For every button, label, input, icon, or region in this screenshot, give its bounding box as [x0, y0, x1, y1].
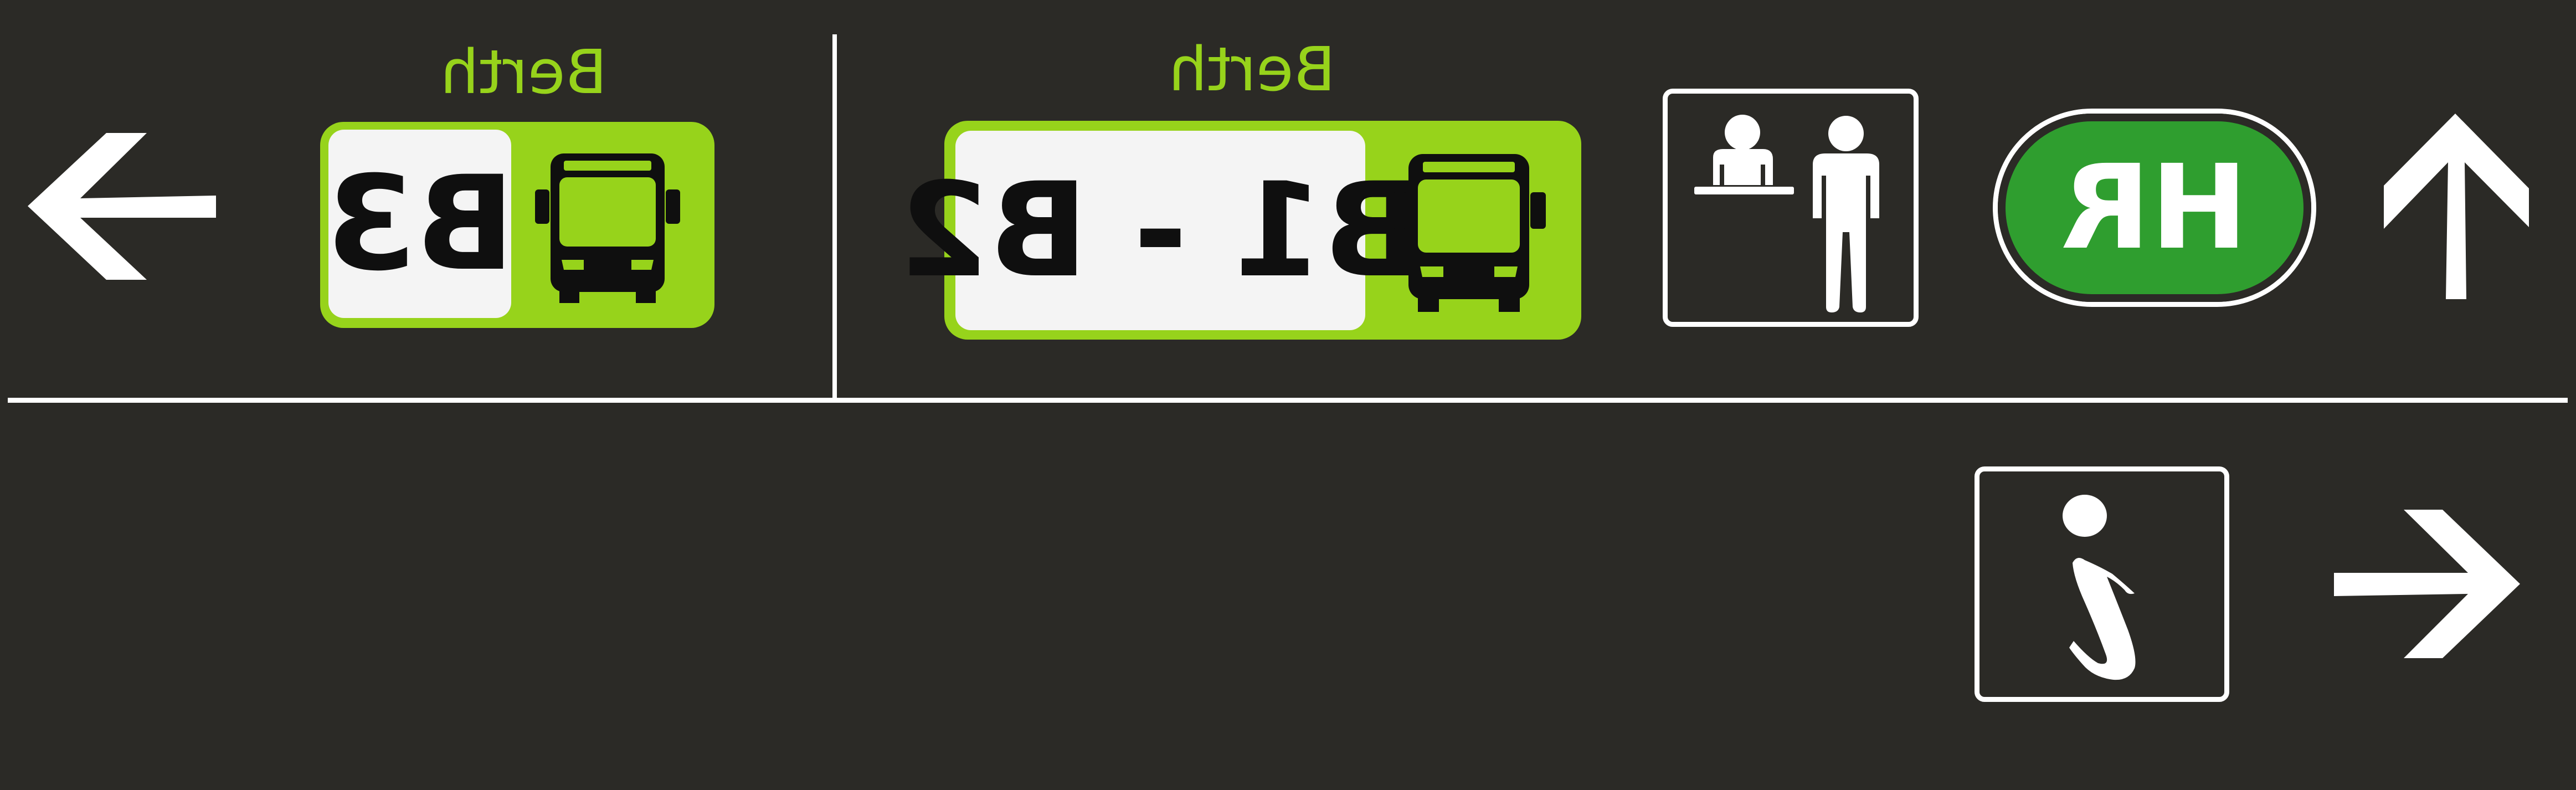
bus-icon [535, 151, 680, 303]
horizontal-divider [8, 398, 2568, 403]
left-berth-code: B3 [325, 130, 515, 318]
left-berth-label: Berth [440, 37, 608, 107]
information-icon [1975, 466, 2229, 702]
arrow-right-icon [2333, 509, 2520, 659]
arrow-up-icon [2380, 114, 2530, 302]
arrow-left-icon [28, 130, 219, 283]
middle-berth-code: B1 - B2 [898, 131, 1422, 330]
reception-desk-icon [1663, 89, 1919, 327]
vertical-divider [832, 34, 837, 401]
middle-berth-label: Berth [1169, 34, 1336, 105]
middle-berth-sign: B1 - B2 [898, 121, 1581, 340]
hr-badge-inner: HR [1998, 114, 2311, 302]
left-berth-sign: B3 [320, 122, 714, 328]
hr-badge: HR [1993, 109, 2316, 307]
bus-icon [1392, 151, 1546, 312]
